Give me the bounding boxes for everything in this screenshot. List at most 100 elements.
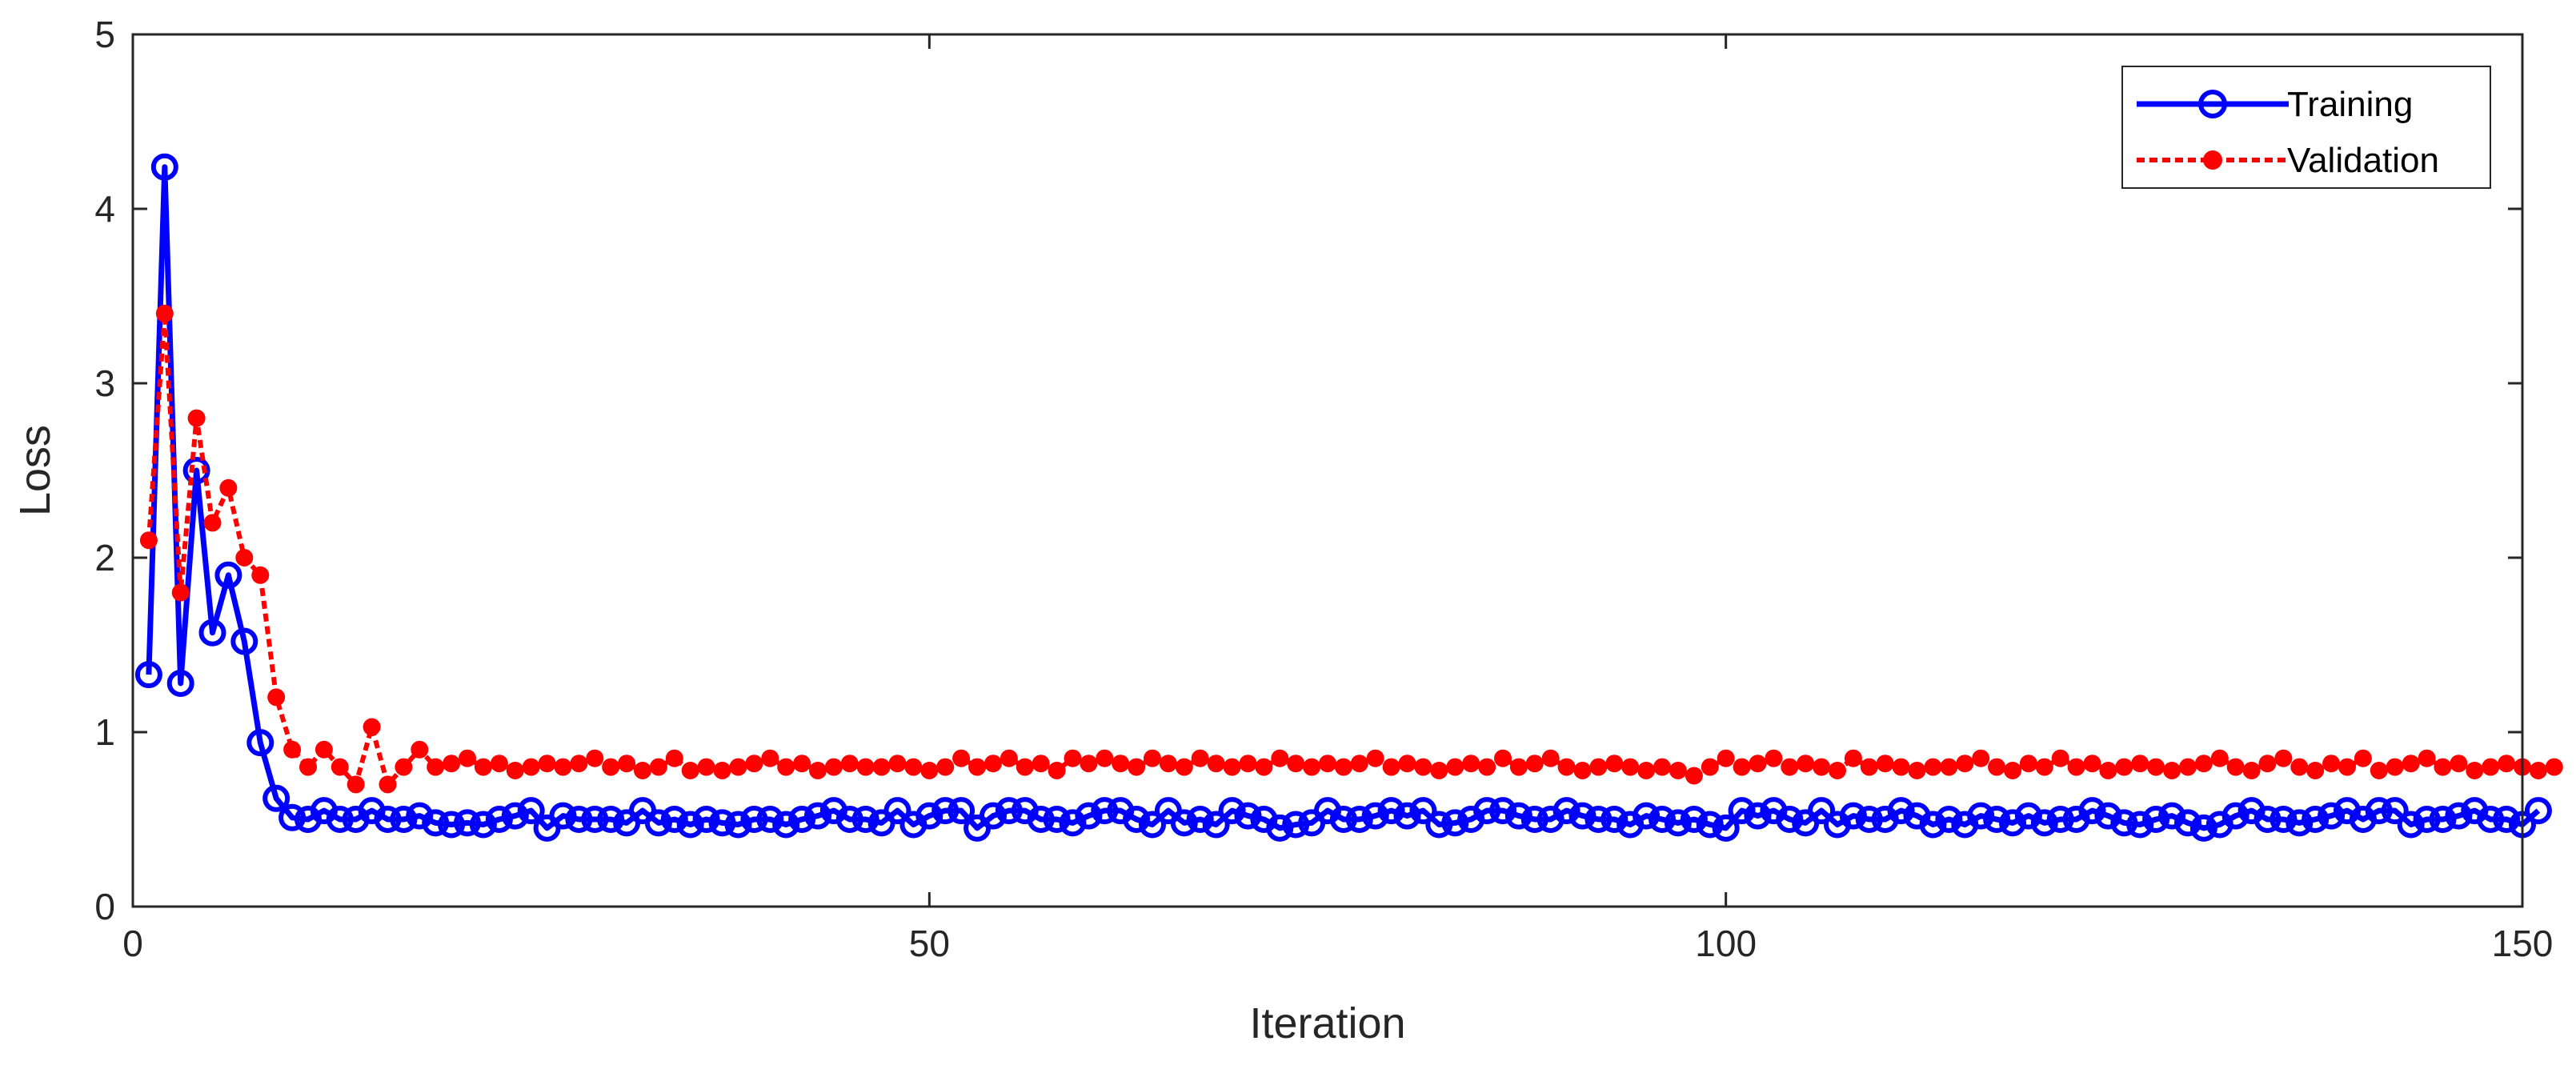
data-point-validation [2035, 758, 2053, 776]
data-point-training [182, 457, 210, 484]
data-point-validation [1637, 762, 1656, 779]
data-point-validation [1016, 758, 1034, 776]
data-point-validation [2306, 762, 2325, 779]
data-point-training [2078, 797, 2106, 825]
data-point-training [1935, 806, 1963, 833]
data-point-training [1568, 802, 1596, 830]
data-point-training [565, 806, 593, 833]
data-point-validation [1080, 755, 1098, 773]
data-point-validation [570, 755, 588, 773]
data-point-validation [2179, 758, 2197, 776]
data-point-training [1441, 809, 1469, 837]
data-point-validation [761, 749, 779, 767]
data-point-validation [2338, 758, 2356, 776]
data-point-training [2397, 811, 2425, 839]
data-point-validation [1876, 755, 1894, 773]
data-point-training [2286, 809, 2314, 837]
data-point-validation [2083, 755, 2101, 773]
tick-layer: 0 50 100 150 0 1 2 3 4 5 [94, 14, 2553, 964]
data-point-training [1696, 811, 1724, 839]
x-tick-label: 50 [909, 923, 950, 964]
data-point-training [1043, 806, 1071, 833]
data-point-training [644, 809, 672, 837]
data-point-validation [1350, 755, 1368, 773]
data-point-training [788, 806, 816, 833]
data-point-training [2253, 806, 2282, 833]
data-point-validation [395, 758, 413, 776]
data-point-validation [1988, 758, 2006, 776]
data-point-validation [2099, 762, 2117, 779]
data-point-training [835, 806, 863, 833]
data-point-training [1186, 806, 1214, 833]
data-point-validation [538, 755, 556, 773]
data-point-validation [602, 758, 620, 776]
y-tick-label: 3 [94, 362, 115, 404]
axes-box [131, 33, 2524, 908]
data-point-training [1027, 806, 1055, 833]
data-point-training [2094, 802, 2122, 830]
series-line-training [146, 164, 2541, 831]
data-point-validation [2386, 758, 2404, 776]
data-point-validation [1829, 762, 1846, 779]
data-point-training [485, 806, 513, 833]
data-point-validation [235, 549, 254, 567]
x-tick-label: 150 [2492, 923, 2554, 964]
y-tick-label: 0 [94, 886, 115, 927]
data-point-training [246, 729, 274, 757]
data-point-validation [618, 755, 636, 773]
data-point-training [1680, 806, 1708, 833]
data-point-validation [968, 758, 987, 776]
data-point-training [1839, 802, 1867, 830]
data-point-validation [1940, 758, 1958, 776]
data-point-training [2493, 806, 2521, 833]
data-point-validation [139, 531, 158, 550]
data-point-validation [2354, 749, 2372, 767]
data-point-validation [1813, 758, 1831, 776]
data-point-validation [427, 758, 445, 776]
y-tick-label: 1 [94, 711, 115, 753]
data-point-training [1091, 797, 1119, 825]
data-point-validation [2115, 758, 2133, 776]
data-point-training [1218, 797, 1246, 825]
data-point-training [772, 811, 800, 839]
data-point-training [1234, 802, 1262, 830]
data-point-validation [1701, 758, 1719, 776]
data-point-training [2270, 806, 2298, 833]
data-point-validation [2163, 762, 2181, 779]
x-tick-label: 100 [1695, 923, 1757, 964]
data-point-training [1649, 806, 1676, 833]
data-point-validation [984, 755, 1002, 773]
data-point-training [1520, 806, 1548, 833]
data-point-training [2477, 806, 2505, 833]
data-point-validation [2322, 755, 2341, 773]
data-point-training [2014, 802, 2042, 830]
data-point-validation [2194, 755, 2213, 773]
data-point-training [1744, 802, 1772, 830]
data-point-training [724, 811, 752, 839]
data-point-validation [1541, 749, 1560, 767]
data-point-validation [1685, 767, 1703, 785]
data-point-training [2110, 809, 2138, 837]
data-point-training [501, 802, 529, 830]
data-point-training [1059, 809, 1087, 837]
data-point-validation [777, 758, 795, 776]
x-tick-label: 0 [122, 923, 143, 964]
data-point-validation [2402, 755, 2420, 773]
data-point-training [2365, 797, 2393, 825]
data-point-training [2381, 797, 2409, 825]
data-point-training [2142, 806, 2170, 833]
data-point-validation [2131, 755, 2149, 773]
data-point-validation [2147, 758, 2165, 776]
data-point-training [406, 802, 434, 830]
data-point-training [676, 811, 704, 839]
data-point-training [2318, 802, 2346, 830]
data-point-training [1170, 809, 1198, 837]
data-point-training [2445, 802, 2473, 830]
data-point-validation [1892, 758, 1910, 776]
legend-training-label: Training [2287, 85, 2413, 124]
data-point-validation [1781, 758, 1799, 776]
data-point-validation [1956, 755, 1974, 773]
data-point-validation [2051, 749, 2069, 767]
data-point-validation [1382, 758, 1400, 776]
